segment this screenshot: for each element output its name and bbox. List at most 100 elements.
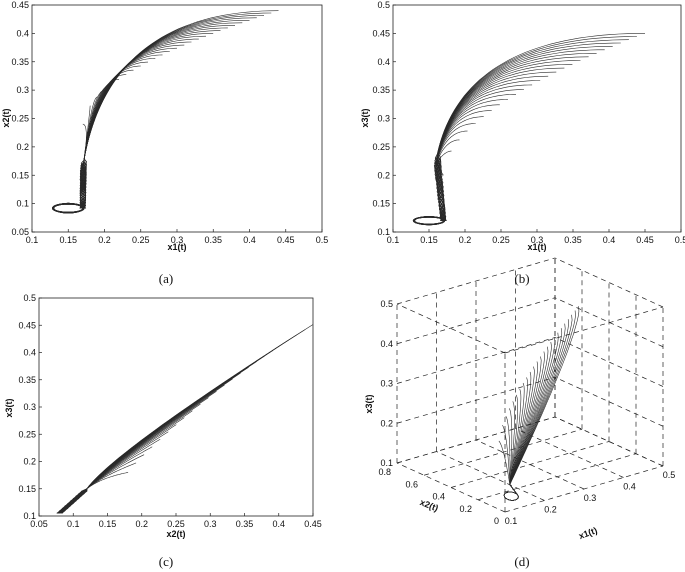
panel-a-xtick-label: 0.15 [59,235,77,245]
panel-c-ytick-label: 0.1 [23,511,36,521]
panel-d-floor-gridline [515,428,624,478]
panel-b-trajectory [414,110,492,225]
panel-c-caption: (c) [159,554,173,569]
panel-a-xlabel: x1(t) [167,242,186,252]
panel-b-ytick-label: 0.45 [372,28,390,38]
panel-a-yticks: 0.05 0.1 0.15 0.2 0.25 0.3 0.35 0.4 0.45 [11,0,35,237]
panel-d-floor-gridline [504,465,664,513]
panel-c-xticks: 0.05 0.1 0.15 0.2 0.25 0.3 0.35 0.4 0.45 [30,513,322,529]
panel-a-xtick-label: 0.4 [243,235,256,245]
panel-b-trajectory [413,75,549,225]
panel-a-xtick-label: 0.45 [277,235,295,245]
panel-a-ytick-label: 0.1 [16,199,29,209]
panel-d-ztick-label: 0.4 [380,339,393,349]
panel-a: 0.1 0.15 0.2 0.25 0.3 0.35 0.4 0.45 0.5 0.050.10… [1,0,328,286]
panel-a-xtick-label: 0.1 [26,235,39,245]
panel-a-trajectory [53,61,149,213]
panel-b-trajectory [412,71,557,225]
panel-a-trajectories [51,10,279,214]
panel-d-xtick-label: 0.5 [663,470,676,480]
panel-c-trajectory [60,344,281,514]
panel-b-trajectory [413,150,452,225]
panel-c-xtick-label: 0.35 [236,519,254,529]
panel-a-xtick-label: 0.3 [171,235,184,245]
panel-b-trajectory [412,39,629,226]
panel-d-floor-gridline [475,439,585,490]
panel-a-ytick-label: 0.4 [16,28,29,38]
panel-d-ztick-label: 0.1 [380,458,393,468]
panel-c-ytick-label: 0.4 [23,348,36,358]
panel-d-ztick-label: 0.2 [380,418,393,428]
panel-d-floor-gridline [396,462,506,513]
panel-b-xtick-label: 0.35 [564,235,582,245]
panel-c-ytick-label: 0.2 [23,457,36,467]
panel-c-xtick-label: 0.25 [167,519,185,529]
panel-c-trajectory [61,355,265,514]
panel-c-frame [38,297,314,517]
panel-b-ytick-label: 0.4 [377,57,390,67]
panel-d-xticks: 0.1 0.2 0.3 0.4 0.5 [505,470,676,526]
panel-a-xtick-label: 0.5 [316,235,329,245]
panel-c-trajectory [61,350,273,514]
panel-d-zlabel: x3(t) [364,394,374,413]
panel-b-trajectory [413,89,525,225]
panel-d-wall-gridline [554,257,664,308]
panel-a-trajectory [52,58,156,214]
panel-a-ylabel: x2(t) [1,108,11,127]
panel-c-trajectories [56,324,314,514]
panel-b-ytick-label: 0.3 [377,114,390,124]
panel-d: 0.1 0.2 0.3 0.4 0.5 00.20.40.60.8 0.1 0.2 0.3 0… [364,257,676,569]
panel-d-wall-gridline [396,337,556,384]
panel-d-xtick-label: 0.4 [623,482,636,492]
panel-d-top-edge [504,306,664,354]
panel-b-ytick-label: 0.1 [377,227,390,237]
panel-a-ytick-label: 0.05 [11,227,29,237]
panel-a-trajectory [53,74,127,214]
panel-b-ytick-label: 0.5 [377,0,390,10]
panel-c-xtick-label: 0.05 [30,519,48,529]
panel-c-xtick-label: 0.2 [135,519,148,529]
panel-d-ztick-label: 0.3 [380,379,393,389]
panel-a-trajectory [53,51,170,213]
panel-d-wall-gridline [554,416,664,467]
panel-d-ztick-label: 0.5 [380,299,393,309]
panel-a-ytick-label: 0.25 [11,114,29,124]
panel-b-xtick-label: 0.25 [492,235,510,245]
panel-d-trajectory [503,306,580,501]
panel-b-ytick-label: 0.35 [372,85,390,95]
panel-b-xtick-label: 0.5 [675,235,685,245]
panel-b-trajectory [414,36,637,225]
panel-b-xtick-label: 0.15 [420,235,438,245]
panel-c-xtick-label: 0.1 [67,519,80,529]
panel-d-zticks: 0.1 0.2 0.3 0.4 0.5 [380,299,393,468]
panel-d-yticks: 0 0.2 0.4 0.6 0.8 [378,467,499,526]
panel-d-floor-gridline [450,441,610,488]
panel-c-xlabel: x2(t) [166,529,185,539]
panel-c-trajectory [58,329,306,514]
panel-d-floor-gridline [423,428,583,476]
panel-a-caption: (a) [159,271,173,286]
panel-a-trajectory [52,47,178,213]
panel-d-xtick-label: 0.3 [584,493,597,503]
panel-c-ytick-label: 0.25 [18,429,36,439]
panel-a-xtick-label: 0.35 [204,235,222,245]
panel-c-yticks: 0.1 0.15 0.2 0.25 0.3 0.35 0.4 0.45 0.5 [18,293,42,521]
panel-b-xtick-label: 0.45 [636,235,654,245]
panel-a-ytick-label: 0.15 [11,170,29,180]
panel-c-ylabel: x3(t) [4,398,14,417]
panel-d-ytick-label: 0.4 [432,492,445,502]
panel-b-ytick-label: 0.2 [377,170,390,180]
panel-d-wall-gridline [396,376,556,424]
panel-d-wall-gridline [396,257,556,305]
panel-a-trajectory [51,65,141,213]
panel-d-caption: (d) [514,554,529,569]
panel-c-trajectory [56,334,298,514]
panel-b-yticks: 0.1 0.15 0.2 0.25 0.3 0.35 0.4 0.45 0.5 [372,0,396,237]
panel-a-xtick-label: 0.25 [132,235,150,245]
panel-b-ytick-label: 0.25 [372,142,390,152]
panel-a-trajectory [51,96,98,214]
panel-a-trajectory [51,44,185,214]
panel-b-ylabel: x3(t) [360,108,370,127]
panel-b-trajectory [413,33,645,225]
